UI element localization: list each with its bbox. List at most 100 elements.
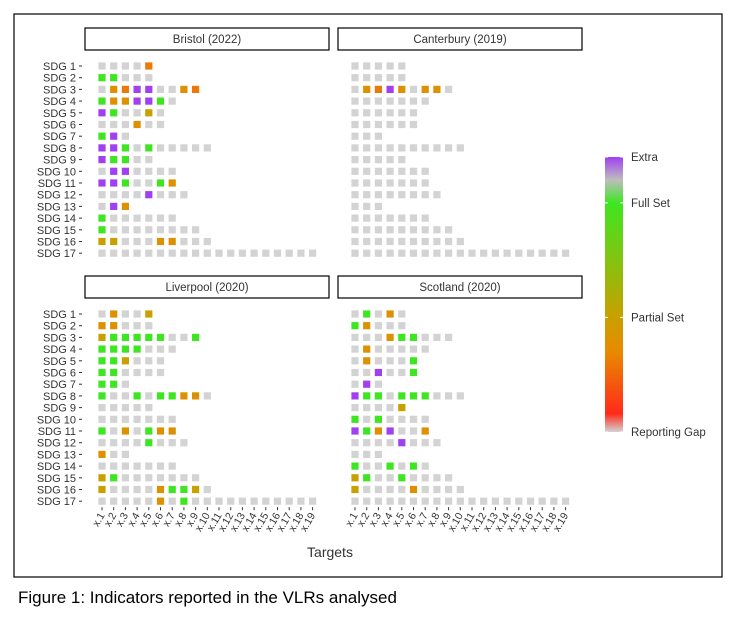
cell	[262, 249, 270, 257]
cell	[374, 167, 382, 175]
cell	[409, 191, 418, 199]
cell	[480, 249, 488, 257]
cell	[421, 226, 429, 234]
cell	[374, 310, 382, 318]
cell	[398, 156, 406, 164]
cell	[110, 226, 118, 234]
cell	[168, 392, 176, 400]
cell	[398, 62, 406, 70]
cell	[363, 74, 371, 82]
cell	[110, 380, 118, 388]
cell	[374, 392, 382, 400]
cell	[538, 249, 546, 257]
cell	[98, 85, 106, 93]
cell	[363, 191, 371, 199]
cell	[363, 345, 371, 353]
cell	[409, 357, 418, 365]
cell	[98, 474, 106, 482]
y-tick-label: SDG 13	[37, 449, 76, 461]
cell	[363, 450, 371, 458]
cell	[110, 485, 118, 494]
cell	[409, 439, 418, 447]
cell	[133, 237, 141, 246]
cell	[192, 226, 200, 234]
cell	[121, 485, 129, 494]
cell	[421, 427, 429, 435]
cell	[409, 237, 418, 246]
cell	[386, 333, 394, 341]
cell	[168, 333, 176, 341]
cell	[386, 120, 394, 129]
y-tick-label: SDG 15	[37, 473, 76, 485]
cell	[309, 497, 317, 505]
x-axis-title: Targets	[307, 544, 353, 560]
y-tick-label: SDG 8	[43, 391, 76, 403]
cell	[168, 179, 176, 187]
cell	[145, 357, 153, 365]
cell	[363, 62, 371, 70]
cell	[374, 427, 382, 435]
cell	[386, 462, 394, 470]
cell	[156, 249, 165, 257]
legend-label: Full Set	[631, 198, 671, 210]
cell	[433, 497, 441, 505]
cell	[351, 450, 359, 458]
cell	[421, 485, 429, 494]
cell	[398, 74, 406, 82]
cell	[445, 85, 453, 93]
cell	[203, 497, 211, 505]
cell	[121, 368, 129, 377]
panel-title: Liverpool (2020)	[165, 282, 248, 294]
cell	[445, 497, 453, 505]
cell	[374, 179, 382, 187]
cell	[351, 226, 359, 234]
cell	[409, 226, 418, 234]
cell	[168, 85, 176, 93]
cell	[145, 497, 153, 505]
panel-strip	[84, 27, 330, 51]
cell	[98, 404, 106, 412]
cell	[133, 368, 141, 377]
cell	[145, 474, 153, 482]
cell	[133, 62, 141, 70]
cell	[156, 85, 165, 93]
cell	[168, 427, 176, 435]
cell	[445, 249, 453, 257]
cell	[250, 249, 258, 257]
cell	[121, 120, 129, 129]
panel-title: Scotland (2020)	[419, 282, 500, 294]
cell	[515, 497, 523, 505]
y-tick-label: SDG 4	[43, 344, 76, 356]
cell	[180, 144, 188, 152]
cell	[409, 485, 418, 494]
cell	[398, 310, 406, 318]
cell	[374, 322, 382, 330]
cell	[433, 474, 441, 482]
cell	[421, 392, 429, 400]
y-tick-label: SDG 10	[37, 414, 76, 426]
cell	[180, 333, 188, 341]
cell	[386, 167, 394, 175]
cell	[133, 109, 141, 117]
cell	[156, 357, 165, 365]
cell	[98, 237, 106, 246]
cell	[145, 237, 153, 246]
cell	[386, 310, 394, 318]
cell	[121, 310, 129, 318]
cell	[386, 345, 394, 353]
cell	[285, 497, 293, 505]
cell	[351, 62, 359, 70]
cell	[110, 368, 118, 377]
cell	[386, 226, 394, 234]
cell	[351, 427, 359, 435]
cell	[409, 179, 418, 187]
cell	[503, 249, 511, 257]
cell	[374, 85, 382, 93]
cell	[98, 109, 106, 117]
cell	[121, 333, 129, 341]
cell	[192, 249, 200, 257]
cell	[386, 392, 394, 400]
cell	[363, 322, 371, 330]
cell	[398, 485, 406, 494]
cell	[309, 249, 317, 257]
